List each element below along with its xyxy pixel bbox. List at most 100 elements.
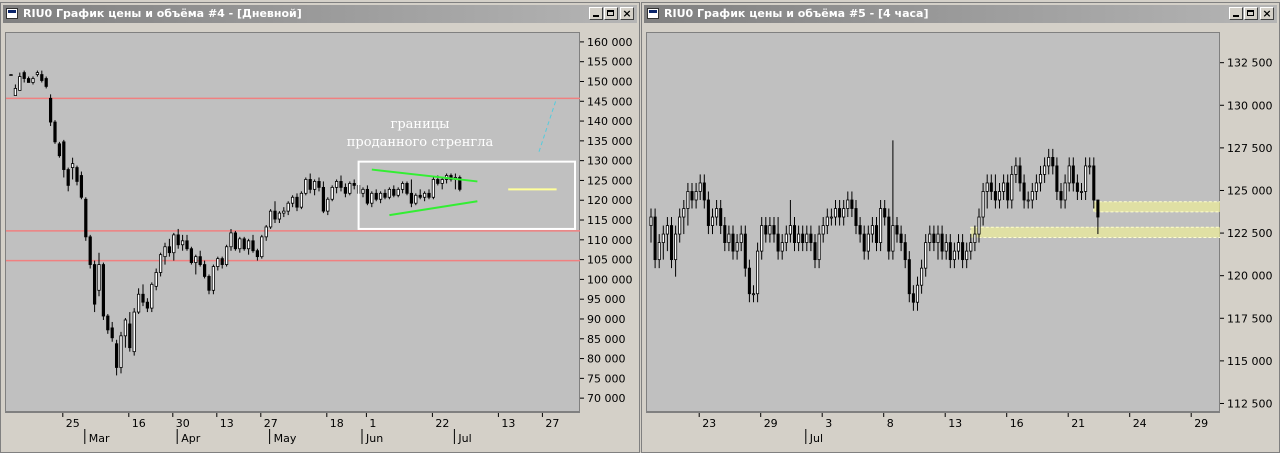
candle-down [723,225,727,243]
date-tick-label: 22 [435,417,449,430]
close-button[interactable]: × [1260,7,1274,20]
minimize-button[interactable] [1229,7,1243,20]
candle-down [106,315,110,331]
candle-up [879,208,883,243]
maximize-button[interactable] [604,7,618,20]
candle-up [805,233,809,243]
candle-down [255,250,260,258]
candle-down [114,343,119,368]
candle-up [674,233,678,261]
candle-down [862,233,866,252]
candle-down [185,240,189,250]
price-tick-label: 85 000 [587,333,626,346]
close-button[interactable]: × [620,7,634,20]
candle-down [1022,182,1026,201]
candle-up [387,188,392,198]
candle-down [374,192,378,200]
date-tick-label: 24 [1133,417,1147,430]
candle-up [1088,165,1092,168]
candle-up [1079,191,1084,193]
price-tick-label: 115 000 [587,214,633,227]
candle-down [44,78,48,87]
date-tick-label: 23 [702,417,716,430]
candle-down [809,233,813,243]
candle-up [370,192,374,204]
candle-up [194,256,198,263]
candle-down [932,233,936,243]
candle-down [989,182,993,192]
price-axis[interactable]: 160 000 155 000 150 000 145 000 140 000 135 0… [580,32,638,412]
price-tick-label: 95 000 [587,293,626,306]
candle-down [1075,182,1079,192]
horizontal-scrollbar[interactable] [5,444,638,452]
candle-down [48,97,53,123]
candle-down [669,225,674,261]
price-plot-area[interactable] [646,32,1222,412]
price-tick-label: 160 000 [587,36,633,49]
candle-up [163,246,167,258]
candle-up [1010,174,1014,201]
annotation-label: проданного стренгла [347,135,494,150]
date-tick-label: 13 [948,417,962,430]
candle-down [903,242,907,261]
candle-up [735,242,739,252]
date-tick-label: 25 [66,417,80,430]
date-tick-label: 16 [1010,417,1024,430]
candle-up [180,240,185,246]
candle-down [1055,165,1059,192]
candle-up [829,216,833,219]
candle-up [768,225,772,235]
candle-up [172,234,176,254]
candle-up [977,216,981,235]
window-title-bar[interactable]: RIU0 График цены и объёма #5 - [4 часа] … [644,5,1277,23]
candle-down [883,208,887,218]
candle-up [665,225,669,235]
candle-down [436,179,440,184]
candle-up [846,199,850,209]
candle-up [678,216,682,235]
candle-down [948,242,952,261]
candle-down [251,240,255,252]
horizontal-scrollbar[interactable] [646,444,1278,452]
price-tick-label: 110 000 [587,234,633,247]
candle-up [97,264,101,291]
candle-down [40,74,44,81]
candle-up [727,233,731,243]
candle-up [35,72,40,75]
price-plot-area[interactable]: границы проданного стренгла [5,32,581,412]
candle-down [764,225,768,235]
chart-window-daily[interactable]: RIU0 График цены и объёма #4 - [Дневной]… [0,2,640,453]
price-tick-label: 122 500 [1227,227,1273,240]
candle-down [220,258,224,265]
candle-down [772,225,776,235]
chart-window-4h[interactable]: RIU0 График цены и объёма #5 - [4 часа] … [641,2,1280,453]
price-axis[interactable]: 132 500 130 000 127 500 125 000 122 500 120 0… [1220,32,1278,412]
candle-up [268,210,273,228]
candle-down [706,199,710,226]
candle-up [920,267,924,286]
date-tick-label: 18 [330,417,344,430]
candle-up [1063,182,1067,201]
candle-down [858,225,862,235]
maximize-button[interactable] [1244,7,1258,20]
candle-up [348,183,352,194]
candle-up [965,250,969,261]
date-tick-label: 30 [176,417,190,430]
candle-down [731,233,735,252]
candle-up [18,76,22,91]
date-axis[interactable]: 23 29 3 8 13 16 21 24 29 Jul [646,412,1220,445]
candle-up [277,212,282,220]
date-axis[interactable]: 25 16 30 13 27 18 1 22 13 27 Mar Apr May Jun Jul [5,412,580,445]
candle-down [202,264,207,277]
price-tick-label: 80 000 [587,353,626,366]
candle-up [657,242,661,261]
candle-up [378,192,383,200]
minimize-button[interactable] [589,7,603,20]
candlestick-chart: границы проданного стренгла [6,70,581,376]
window-title-bar[interactable]: RIU0 График цены и объёма #4 - [Дневной]… [3,5,637,23]
candle-down [343,186,348,194]
candle-down [1059,191,1063,201]
candle-down [128,323,132,349]
candle-up [440,179,444,184]
candle-up [304,179,308,194]
